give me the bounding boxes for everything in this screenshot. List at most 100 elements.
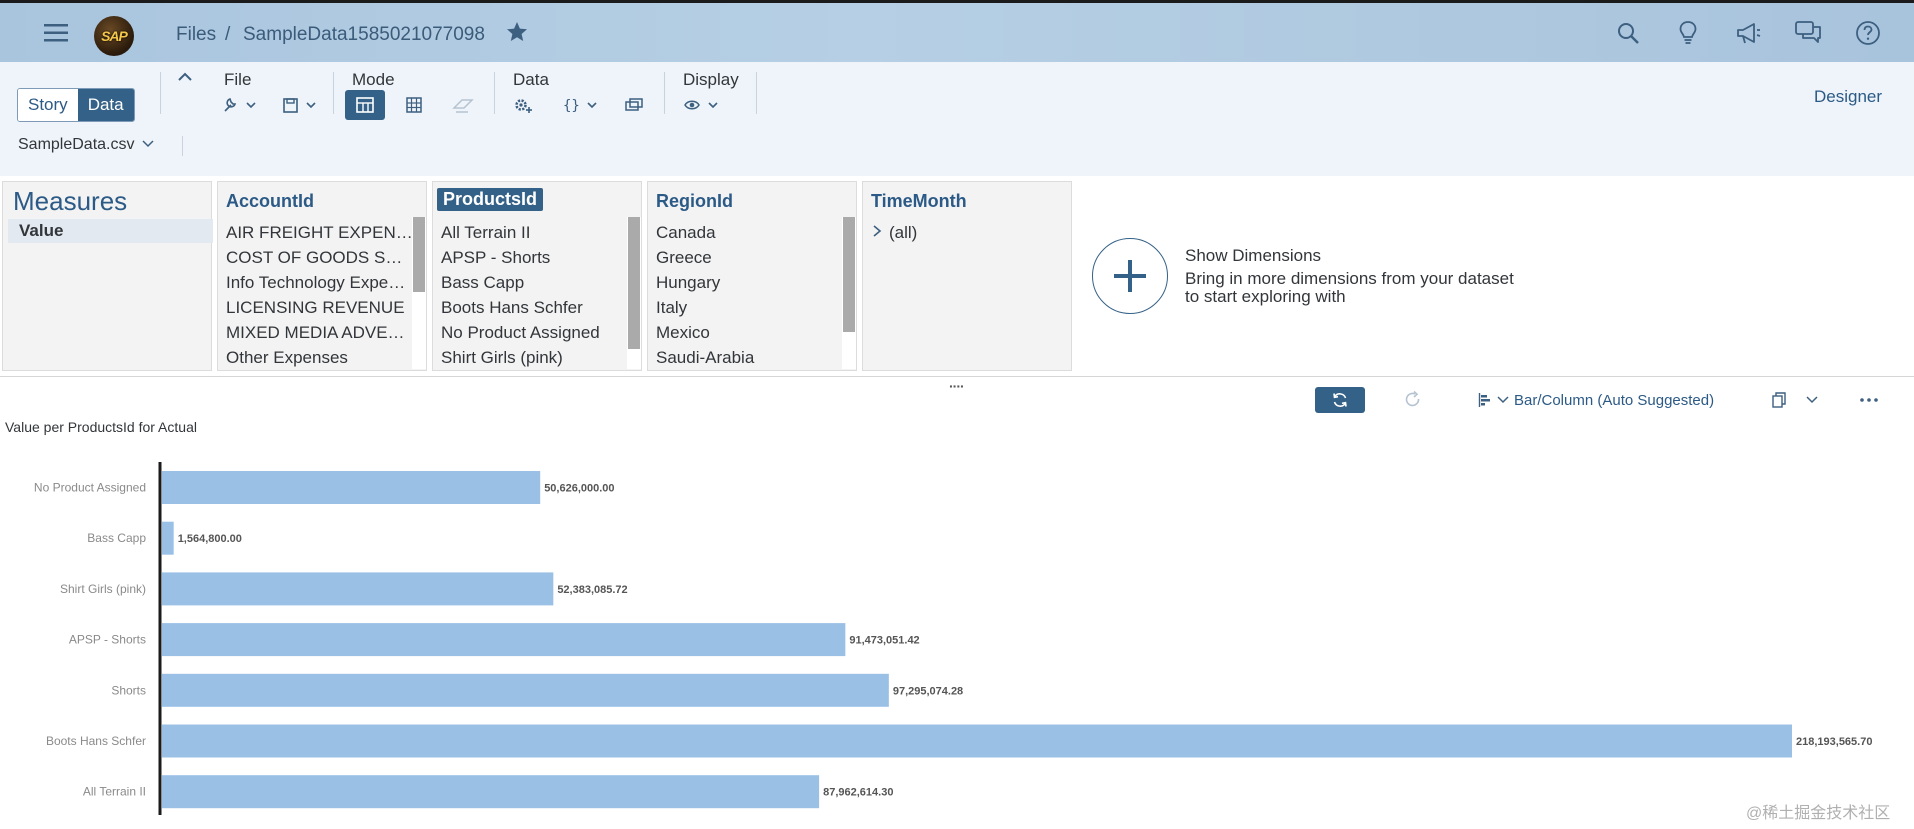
copy-menu[interactable]	[1771, 389, 1819, 411]
chart-bar[interactable]	[162, 521, 174, 555]
chevron-down-icon	[142, 140, 154, 148]
more-options-icon[interactable]	[1858, 389, 1882, 411]
add-dimensions-button[interactable]	[1092, 238, 1168, 314]
list-item[interactable]: MIXED MEDIA ADVE…	[226, 323, 405, 342]
story-tab[interactable]: Story	[18, 89, 78, 121]
list-item[interactable]: All Terrain II	[441, 223, 531, 242]
megaphone-icon[interactable]	[1732, 17, 1764, 49]
save-menu-icon[interactable]	[282, 94, 320, 116]
data-view-icon[interactable]	[624, 94, 644, 116]
refresh-chart-button[interactable]	[1315, 387, 1365, 413]
list-item[interactable]: APSP - Shorts	[441, 248, 551, 267]
timemonth-all: (all)	[889, 223, 918, 242]
list-item[interactable]: Info Technology Expe…	[226, 273, 406, 292]
panel-divider	[0, 376, 1914, 377]
chevron-right-icon[interactable]	[871, 224, 883, 238]
redo-icon	[1403, 390, 1425, 412]
list-item[interactable]: Hungary	[656, 273, 721, 292]
list-item[interactable]: Greece	[656, 248, 712, 267]
chart-bar[interactable]	[162, 572, 554, 606]
grid-mode-icon[interactable]	[405, 94, 423, 116]
productsid-panel: ProductsId All Terrain II APSP - Shorts …	[432, 181, 642, 371]
sap-logo[interactable]: SAP	[94, 16, 134, 56]
scrollbar-thumb[interactable]	[628, 217, 640, 349]
search-icon[interactable]	[1612, 17, 1644, 49]
bar-chart: No Product Assigned 50,626,000.00 Bass Cap…	[34, 462, 1872, 815]
toolbar-divider	[333, 72, 334, 114]
toolbar-divider	[160, 72, 161, 114]
accountid-title[interactable]: AccountId	[226, 191, 314, 211]
chevron-down-icon	[1497, 396, 1509, 404]
list-item[interactable]: Italy	[656, 298, 688, 317]
measure-item-value[interactable]: Value	[19, 221, 64, 240]
chat-icon[interactable]	[1792, 17, 1824, 49]
timemonth-panel: TimeMonth (all)	[862, 181, 1072, 371]
chart-bar[interactable]	[162, 673, 889, 707]
category-label: Bass Capp	[87, 531, 146, 545]
explore-mode-button[interactable]	[345, 90, 385, 120]
toolbar-divider	[664, 72, 665, 114]
formula-menu-icon[interactable]: {}	[562, 94, 602, 116]
data-label: 52,383,085.72	[557, 584, 627, 596]
accountid-list: AIR FREIGHT EXPEN… COST OF GOODS S… Info…	[226, 220, 413, 370]
list-item[interactable]: Saudi-Arabia	[656, 348, 755, 367]
data-settings-icon[interactable]	[513, 94, 535, 116]
chart-bar[interactable]	[162, 775, 820, 809]
chart-bar[interactable]	[162, 471, 541, 504]
measures-panel: Measures Value	[2, 181, 213, 371]
scrollbar[interactable]	[412, 217, 426, 369]
timemonth-title[interactable]: TimeMonth	[871, 191, 967, 211]
chart-title: Value per ProductsId for Actual	[5, 419, 197, 435]
scrollbar[interactable]	[842, 217, 856, 369]
measures-title: Measures	[13, 186, 128, 216]
list-item[interactable]: Boots Hans Schfer	[441, 298, 583, 317]
timemonth-list: (all)	[871, 220, 917, 245]
chart-bar[interactable]	[162, 724, 1792, 758]
category-label: Shirt Girls (pink)	[60, 582, 146, 596]
menu-icon[interactable]	[40, 17, 72, 49]
scrollbar-thumb[interactable]	[413, 217, 425, 292]
category-label: Shorts	[111, 683, 146, 697]
tools-menu-icon[interactable]	[222, 94, 260, 116]
productsid-list: All Terrain II APSP - Shorts Bass Capp B…	[441, 220, 600, 370]
resize-handle[interactable]: ····	[949, 378, 965, 394]
productsid-title[interactable]: ProductsId	[437, 188, 544, 211]
toolbar-divider	[494, 72, 495, 114]
display-menu-icon[interactable]	[683, 94, 723, 116]
list-item[interactable]: LICENSING REVENUE	[226, 298, 405, 317]
lightbulb-icon[interactable]	[1672, 17, 1704, 49]
star-icon[interactable]	[505, 20, 533, 48]
breadcrumb-files[interactable]: Files	[176, 24, 217, 45]
collapse-toolbar-icon[interactable]	[176, 70, 194, 88]
list-item[interactable]: Other Expenses	[226, 348, 348, 367]
source-file-name: SampleData.csv	[18, 136, 135, 153]
list-item[interactable]: Mexico	[656, 323, 710, 342]
plus-icon	[1114, 260, 1146, 292]
source-file-selector[interactable]: SampleData.csv	[18, 136, 155, 154]
breadcrumb-file-name: SampleData1585021077098	[243, 24, 485, 45]
list-item[interactable]: COST OF GOODS S…	[226, 248, 403, 267]
chevron-down-icon	[1806, 396, 1818, 404]
list-item[interactable]: Bass Capp	[441, 273, 525, 292]
list-item[interactable]: No Product Assigned	[441, 323, 600, 342]
list-item[interactable]: Shirt Girls (pink)	[441, 348, 563, 367]
list-item[interactable]: Canada	[656, 223, 716, 242]
measure-row-highlight	[8, 219, 213, 243]
list-item[interactable]: (all)	[871, 220, 917, 245]
chart-type-label: Bar/Column (Auto Suggested)	[1514, 391, 1715, 409]
regionid-title[interactable]: RegionId	[656, 191, 733, 211]
regionid-panel: RegionId Canada Greece Hungary Italy Mex…	[647, 181, 857, 371]
designer-button[interactable]: Designer	[1814, 87, 1883, 106]
file-group-label: File	[224, 70, 252, 89]
scrollbar[interactable]	[627, 217, 641, 369]
help-icon[interactable]	[1852, 17, 1884, 49]
list-item[interactable]: AIR FREIGHT EXPEN…	[226, 223, 413, 242]
data-label: 218,193,565.70	[1796, 736, 1872, 748]
chart-bar[interactable]	[162, 623, 846, 657]
data-tab[interactable]: Data	[77, 89, 134, 121]
wrangle-mode-icon	[452, 94, 474, 116]
chart-type-selector[interactable]: Bar/Column (Auto Suggested)	[1478, 389, 1714, 411]
accountid-panel: AccountId AIR FREIGHT EXPEN… COST OF GOO…	[217, 181, 427, 371]
shell-bar: SAP Files / SampleData1585021077098	[0, 0, 1914, 62]
scrollbar-thumb[interactable]	[843, 217, 855, 332]
